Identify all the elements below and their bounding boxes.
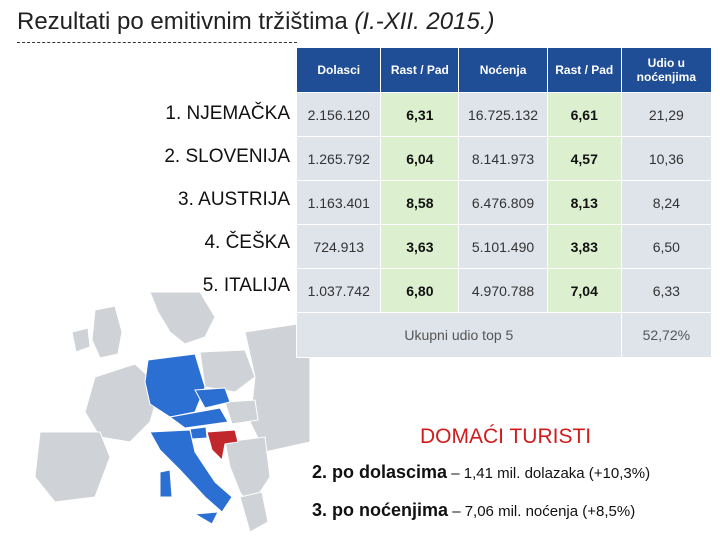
domestic-title: DOMAĆI TURISTI (420, 425, 592, 448)
cell-dolasci: 1.163.401 (295, 180, 382, 225)
header-udio: Udio u noćenjima (620, 47, 713, 93)
cell-rast-dolasci: 6,80 (380, 268, 460, 313)
europe-map (34, 292, 310, 533)
table-row: 1.265.792 6,04 8.141.973 4,57 10,36 (295, 136, 713, 181)
country-label: 5. ITALIJA (202, 275, 290, 296)
cell-dolasci: 1.265.792 (295, 136, 382, 181)
map-hungary (224, 399, 259, 425)
table-row: 1.163.401 8,58 6.476.809 8,13 8,24 (295, 180, 713, 225)
map-czech (194, 387, 231, 409)
header-rast-dolasci: Rast / Pad (380, 47, 460, 93)
cell-rast-dolasci: 8,58 (380, 180, 460, 225)
map-greece (239, 491, 269, 533)
map-scandinavia (149, 292, 216, 345)
domestic-nights: 3. po noćenjima – 7,06 mil. noćenja (+8,… (312, 500, 636, 520)
page-title: Rezultati po emitivnim tržištima (I.-XII… (17, 8, 494, 36)
map-poland (199, 349, 256, 393)
cell-rast-nocenja: 8,13 (546, 180, 622, 225)
header-nocenja: Noćenja (458, 47, 548, 93)
cell-dolasci: 2.156.120 (295, 92, 382, 137)
map-slovenia (189, 426, 208, 440)
summary-label: Ukupni udio top 5 (296, 312, 622, 358)
summary-value: 52,72% (620, 312, 713, 358)
cell-udio: 8,24 (620, 180, 713, 225)
cell-nocenja: 5.101.490 (458, 224, 548, 269)
cell-udio: 6,33 (620, 268, 713, 313)
country-label: 3. AUSTRIJA (178, 189, 290, 210)
map-iberia (34, 431, 111, 503)
cell-rast-dolasci: 6,04 (380, 136, 460, 181)
header-rast-nocenja: Rast / Pad (546, 47, 622, 93)
cell-rast-nocenja: 7,04 (546, 268, 622, 313)
cell-udio: 6,50 (620, 224, 713, 269)
map-austria (168, 407, 229, 429)
table-row: 724.913 3,63 5.101.490 3,83 6,50 (295, 224, 713, 269)
cell-rast-nocenja: 6,61 (546, 92, 622, 137)
cell-nocenja: 16.725.132 (458, 92, 548, 137)
cell-rast-dolasci: 6,31 (380, 92, 460, 137)
table-row: 1.037.742 6,80 4.970.788 7,04 6,33 (295, 268, 713, 313)
cell-nocenja: 4.970.788 (458, 268, 548, 313)
map-italy (149, 429, 233, 513)
cell-rast-dolasci: 3,63 (380, 224, 460, 269)
cell-nocenja: 8.141.973 (458, 136, 548, 181)
country-list: 1. NJEMAČKA 2. SLOVENIJA 3. AUSTRIJA 4. … (120, 92, 290, 307)
country-label: 2. SLOVENIJA (164, 146, 290, 167)
country-label: 4. ČEŠKA (204, 232, 290, 253)
header-dolasci: Dolasci (295, 47, 382, 93)
map-croatia (206, 429, 239, 462)
domestic-arrivals: 2. po dolascima – 1,41 mil. dolazaka (+1… (312, 462, 651, 482)
table-header-row: Dolasci Rast / Pad Noćenja Rast / Pad Ud… (295, 47, 713, 93)
summary-row: Ukupni udio top 5 52,72% (296, 312, 713, 358)
title-period: (I.-XII. 2015.) (354, 8, 495, 35)
cell-rast-nocenja: 3,83 (546, 224, 622, 269)
markets-table: Dolasci Rast / Pad Noćenja Rast / Pad Ud… (295, 47, 713, 358)
cell-nocenja: 6.476.809 (458, 180, 548, 225)
country-label: 1. NJEMAČKA (165, 103, 290, 124)
title-underline (17, 42, 297, 43)
title-main: Rezultati po emitivnim tržištima (17, 8, 355, 35)
cell-dolasci: 1.037.742 (295, 268, 382, 313)
cell-udio: 10,36 (620, 136, 713, 181)
map-uk (91, 305, 123, 359)
cell-rast-nocenja: 4,57 (546, 136, 622, 181)
map-sardinia (159, 469, 173, 498)
map-france (84, 363, 161, 443)
cell-dolasci: 724.913 (295, 224, 382, 269)
map-ireland (71, 327, 91, 353)
cell-udio: 21,29 (620, 92, 713, 137)
map-sicily (193, 511, 219, 525)
table-row: 2.156.120 6,31 16.725.132 6,61 21,29 (295, 92, 713, 137)
